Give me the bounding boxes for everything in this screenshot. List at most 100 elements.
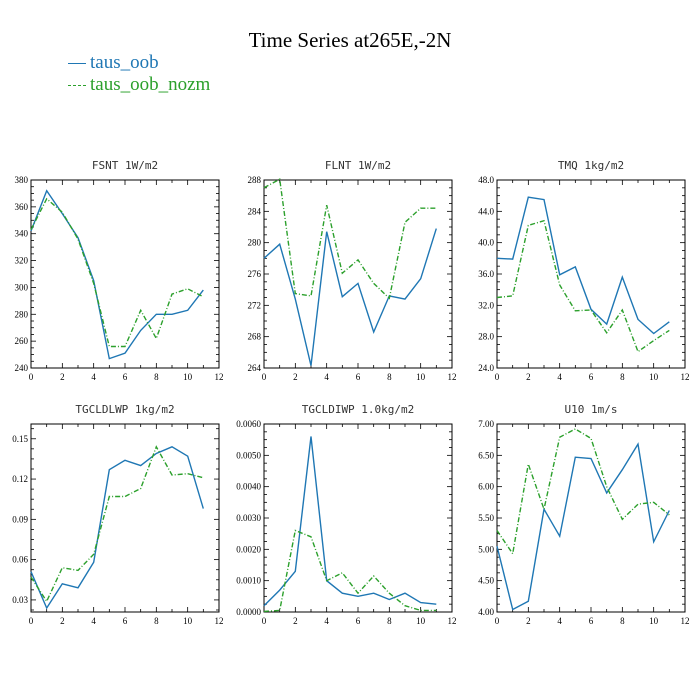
series-line-taus-oob-nozm <box>30 445 204 603</box>
x-tick-label: 0 <box>495 616 500 626</box>
x-tick-label: 4 <box>557 372 562 382</box>
y-tick-label: 288 <box>248 175 262 185</box>
x-tick-label: 4 <box>324 372 329 382</box>
y-tick-label: 320 <box>15 256 29 266</box>
figure-title: Time Series at265E,-2N <box>248 28 452 52</box>
series-line-taus-oob-nozm <box>496 428 670 556</box>
series-line-taus-oob <box>263 228 437 366</box>
x-tick-label: 10 <box>649 372 659 382</box>
plot-frame <box>496 423 686 613</box>
legend-item-taus-oob: taus_oob <box>68 52 210 74</box>
series-line-taus-oob <box>30 446 204 610</box>
y-tick-label: 280 <box>15 309 29 319</box>
x-tick-label: 12 <box>681 616 690 626</box>
x-tick-label: 0 <box>29 616 34 626</box>
legend-swatch-taus-oob-nozm <box>68 84 86 86</box>
panel-title: TGCLDLWP 1kg/m2 <box>75 403 174 416</box>
x-tick-label: 12 <box>215 372 224 382</box>
x-tick-label: 2 <box>60 616 65 626</box>
series-line-taus-oob-nozm <box>263 529 437 613</box>
x-tick-label: 6 <box>356 616 361 626</box>
y-tick-label: 6.50 <box>478 450 494 460</box>
y-tick-label: 0.12 <box>12 474 28 484</box>
x-tick-label: 8 <box>620 616 625 626</box>
x-tick-label: 12 <box>215 616 224 626</box>
y-tick-label: 32.0 <box>478 300 494 310</box>
y-tick-label: 360 <box>15 202 29 212</box>
panel-title: FLNT 1W/m2 <box>325 159 391 172</box>
y-tick-label: 284 <box>248 206 262 216</box>
panel-3: TGCLDLWP 1kg/m2 0 2 4 6 8 10 12 0.03 0.06 0.09 0.12… <box>12 403 223 626</box>
panel-title: U10 1m/s <box>565 403 618 416</box>
x-tick-label: 0 <box>495 372 500 382</box>
panel-title: TMQ 1kg/m2 <box>558 159 624 172</box>
x-tick-label: 2 <box>526 616 531 626</box>
x-tick-label: 8 <box>154 372 159 382</box>
y-tick-label: 48.0 <box>478 175 494 185</box>
x-tick-label: 2 <box>293 616 298 626</box>
y-tick-label: 0.06 <box>12 555 28 565</box>
y-tick-label: 0.0060 <box>236 419 261 429</box>
y-tick-label: 44.0 <box>478 206 494 216</box>
y-tick-label: 260 <box>15 336 29 346</box>
y-tick-label: 0.0020 <box>236 544 261 554</box>
x-tick-label: 0 <box>262 372 267 382</box>
x-tick-label: 6 <box>589 372 594 382</box>
legend-item-taus-oob-nozm: taus_oob_nozm <box>68 74 210 96</box>
y-tick-label: 280 <box>248 238 262 248</box>
series-line-taus-oob <box>263 436 437 607</box>
y-tick-label: 4.00 <box>478 607 494 617</box>
y-tick-label: 272 <box>248 300 262 310</box>
x-tick-label: 12 <box>448 372 457 382</box>
y-tick-label: 0.0000 <box>236 607 261 617</box>
y-tick-label: 380 <box>15 175 29 185</box>
y-tick-label: 340 <box>15 229 29 239</box>
y-tick-label: 40.0 <box>478 238 494 248</box>
x-tick-label: 4 <box>91 372 96 382</box>
x-tick-label: 12 <box>681 372 690 382</box>
legend-label-taus-oob-nozm: taus_oob_nozm <box>90 74 211 95</box>
panel-0: FSNT 1W/m2 0 2 4 6 8 10 12 240 260 280 300 320 340 360… <box>15 159 224 382</box>
x-tick-label: 10 <box>416 372 426 382</box>
y-tick-label: 0.03 <box>12 595 28 605</box>
y-tick-label: 240 <box>15 363 29 373</box>
y-tick-label: 0.09 <box>12 514 28 524</box>
y-tick-label: 0.0040 <box>236 482 261 492</box>
series-line-taus-oob <box>496 442 670 611</box>
y-tick-label: 268 <box>248 332 262 342</box>
y-tick-label: 5.50 <box>478 513 494 523</box>
x-tick-label: 10 <box>183 616 193 626</box>
x-tick-label: 10 <box>183 372 193 382</box>
y-tick-label: 28.0 <box>478 332 494 342</box>
y-tick-label: 0.15 <box>12 434 28 444</box>
legend-swatch-taus-oob <box>68 62 86 64</box>
y-tick-label: 0.0050 <box>236 450 261 460</box>
x-tick-label: 2 <box>60 372 65 382</box>
y-tick-label: 300 <box>15 282 29 292</box>
y-tick-label: 5.00 <box>478 544 494 554</box>
x-tick-label: 0 <box>262 616 267 626</box>
series-line-taus-oob-nozm <box>30 197 204 348</box>
y-tick-label: 24.0 <box>478 363 494 373</box>
x-tick-label: 12 <box>448 616 457 626</box>
y-tick-label: 36.0 <box>478 269 494 279</box>
panel-2: TMQ 1kg/m2 0 2 4 6 8 10 12 24.0 28.0 32.0 36.0 40.0 4… <box>478 159 689 382</box>
panel-1: FLNT 1W/m2 0 2 4 6 8 10 12 264 268 272 276 280 284 288 <box>248 159 457 382</box>
series-line-taus-oob <box>30 189 204 360</box>
x-tick-label: 6 <box>589 616 594 626</box>
plot-frame <box>30 423 220 613</box>
panel-title: FSNT 1W/m2 <box>92 159 158 172</box>
plot-frame <box>263 423 453 613</box>
y-tick-label: 7.00 <box>478 419 494 429</box>
y-tick-label: 0.0010 <box>236 576 261 586</box>
series-line-taus-oob-nozm <box>263 178 437 300</box>
x-tick-label: 2 <box>293 372 298 382</box>
x-tick-label: 8 <box>387 616 392 626</box>
x-tick-label: 4 <box>557 616 562 626</box>
y-tick-label: 6.00 <box>478 482 494 492</box>
y-tick-label: 264 <box>248 363 262 373</box>
x-tick-label: 8 <box>387 372 392 382</box>
x-tick-label: 0 <box>29 372 34 382</box>
x-tick-label: 2 <box>526 372 531 382</box>
